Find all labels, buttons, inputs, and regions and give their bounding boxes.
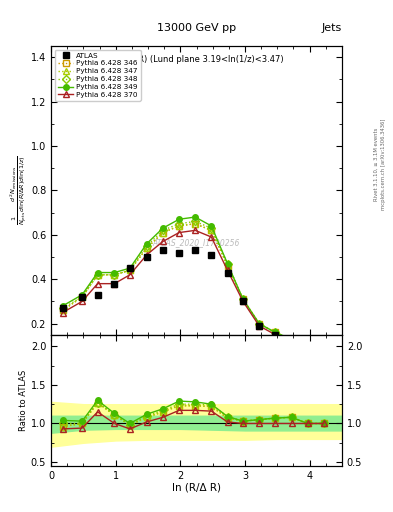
Y-axis label: $\frac{1}{N_{\rm jets}}\frac{d^2 N_{\rm emissions}}{d\ln(R/\Delta R)d\ln(1/z)}$: $\frac{1}{N_{\rm jets}}\frac{d^2 N_{\rm …: [9, 156, 29, 225]
Y-axis label: Ratio to ATLAS: Ratio to ATLAS: [19, 370, 28, 431]
Text: mcplots.cern.ch [arXiv:1306.3436]: mcplots.cern.ch [arXiv:1306.3436]: [381, 118, 386, 209]
Text: 13000 GeV pp: 13000 GeV pp: [157, 23, 236, 33]
Text: Rivet 3.1.10, ≥ 3.1M events: Rivet 3.1.10, ≥ 3.1M events: [374, 127, 379, 201]
Text: ln(R/Δ R) (Lund plane 3.19<ln(1/z)<3.47): ln(R/Δ R) (Lund plane 3.19<ln(1/z)<3.47): [110, 55, 283, 63]
Text: ATLAS_2020_I1790256: ATLAS_2020_I1790256: [153, 238, 240, 247]
X-axis label: ln (R/Δ R): ln (R/Δ R): [172, 482, 221, 492]
Legend: ATLAS, Pythia 6.428 346, Pythia 6.428 347, Pythia 6.428 348, Pythia 6.428 349, P: ATLAS, Pythia 6.428 346, Pythia 6.428 34…: [55, 50, 141, 101]
Text: Jets: Jets: [321, 23, 342, 33]
